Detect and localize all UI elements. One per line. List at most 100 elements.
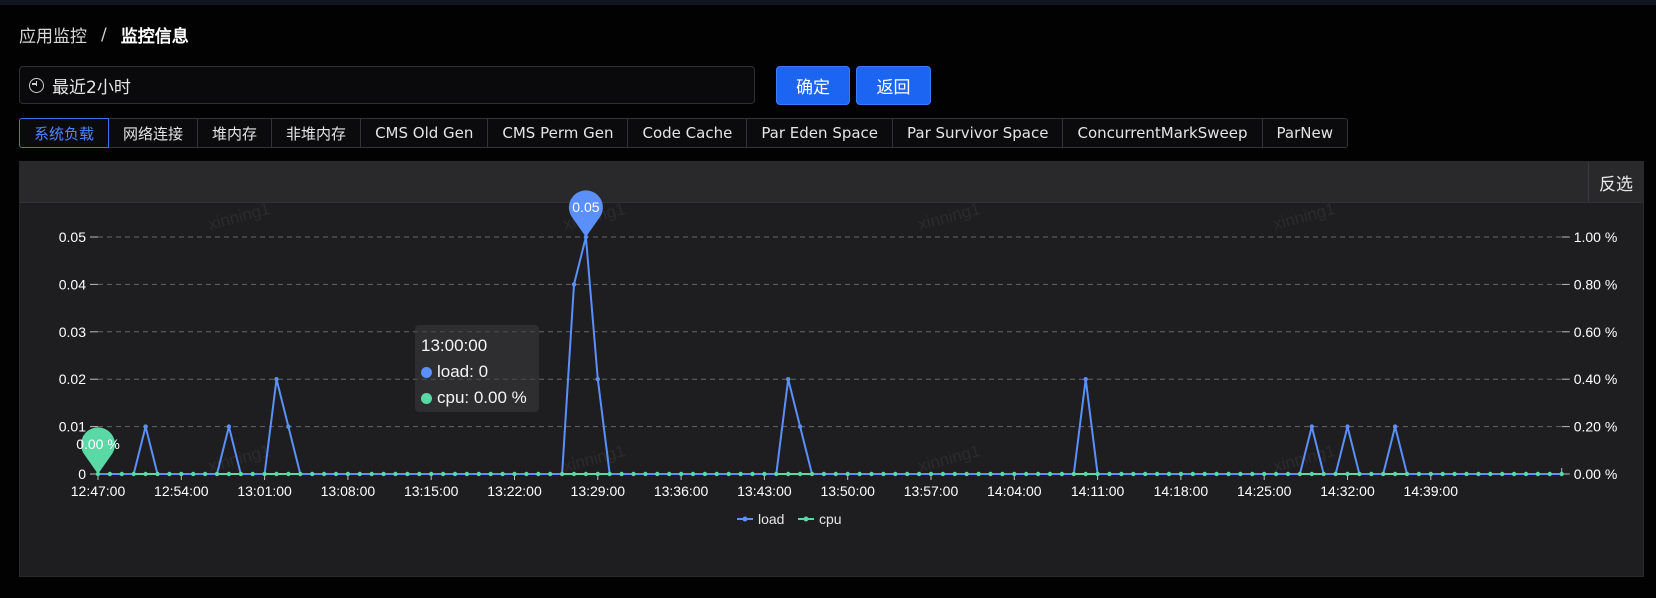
watermark-3: xinning1 bbox=[1271, 199, 1337, 234]
cpu-point bbox=[310, 471, 315, 477]
cpu-point bbox=[202, 471, 208, 477]
cpu-point bbox=[119, 471, 125, 477]
cpu-point bbox=[678, 471, 684, 477]
y-left-tick-label-4: 0.04 bbox=[59, 276, 86, 292]
tab-par-eden-space[interactable]: Par Eden Space bbox=[746, 118, 894, 148]
tab-code-cache[interactable]: Code Cache bbox=[627, 118, 748, 148]
top-bar bbox=[0, 0, 1656, 5]
cpu-point bbox=[405, 471, 410, 477]
cpu-point bbox=[750, 471, 755, 477]
cpu-max-marker-label: 0.00 % bbox=[76, 436, 120, 452]
y-right-tick-label-4: 0.80 % bbox=[1574, 276, 1618, 292]
tab-系统负载[interactable]: 系统负载 bbox=[19, 118, 110, 148]
cpu-point bbox=[869, 471, 874, 477]
tab-堆内存[interactable]: 堆内存 bbox=[197, 118, 273, 148]
cpu-point bbox=[1273, 471, 1279, 477]
cpu-point bbox=[690, 471, 696, 477]
cpu-point bbox=[1297, 471, 1303, 477]
cpu-point bbox=[536, 471, 541, 477]
cpu-point bbox=[1071, 471, 1077, 477]
cpu-point bbox=[452, 471, 458, 477]
cpu-point bbox=[1024, 471, 1029, 477]
tab-cms-old-gen[interactable]: CMS Old Gen bbox=[360, 118, 489, 148]
x-tick-label-1: 12:54:00 bbox=[154, 483, 209, 499]
tab-par-survivor-space[interactable]: Par Survivor Space bbox=[892, 118, 1064, 148]
load-point bbox=[286, 424, 291, 429]
invert-selection-button[interactable]: 反选 bbox=[1588, 162, 1643, 202]
cpu-point bbox=[321, 471, 327, 477]
load-point bbox=[786, 377, 791, 382]
x-tick-label-8: 13:43:00 bbox=[737, 483, 792, 499]
load-point bbox=[1392, 424, 1398, 429]
legend-load-dot[interactable] bbox=[742, 516, 748, 522]
tooltip-cpu: cpu: 0.00 % bbox=[437, 388, 527, 407]
load-point bbox=[1345, 424, 1350, 429]
tab-非堆内存[interactable]: 非堆内存 bbox=[271, 118, 362, 148]
legend-cpu-dot[interactable] bbox=[803, 516, 809, 522]
cpu-point bbox=[155, 471, 160, 477]
cpu-point bbox=[1154, 471, 1160, 477]
cpu-point bbox=[1166, 471, 1172, 477]
breadcrumb-parent[interactable]: 应用监控 bbox=[19, 27, 87, 47]
watermark-6: xinning1 bbox=[916, 441, 982, 476]
cpu-point bbox=[964, 471, 969, 477]
x-tick-label-12: 14:11:00 bbox=[1071, 483, 1125, 499]
tab-concurrentmarksweep[interactable]: ConcurrentMarkSweep bbox=[1062, 118, 1263, 148]
cpu-point bbox=[1535, 471, 1541, 477]
cpu-point bbox=[1214, 471, 1219, 477]
cpu-point bbox=[512, 471, 517, 477]
cpu-point bbox=[298, 471, 303, 477]
x-tick-label-2: 13:01:00 bbox=[237, 483, 292, 499]
legend-cpu-label[interactable]: cpu bbox=[819, 511, 842, 527]
cpu-point bbox=[393, 471, 398, 477]
y-left-tick-label-3: 0.03 bbox=[59, 324, 86, 340]
cpu-point bbox=[107, 471, 113, 477]
cpu-point bbox=[1488, 471, 1493, 477]
load-max-marker bbox=[568, 190, 603, 237]
cpu-point bbox=[250, 471, 255, 477]
load-dot-icon bbox=[421, 367, 432, 378]
load-max-marker-label: 0.05 bbox=[572, 199, 599, 215]
legend-load-label[interactable]: load bbox=[758, 511, 784, 527]
load-point bbox=[583, 234, 589, 240]
cpu-point bbox=[833, 471, 838, 477]
tooltip-cpu-row: cpu: 0.00 % bbox=[421, 385, 533, 411]
cpu-point bbox=[274, 471, 279, 477]
chart-tooltip: 13:00:00 load: 0 cpu: 0.00 % bbox=[415, 325, 539, 412]
cpu-point bbox=[1333, 471, 1338, 477]
cpu-point bbox=[143, 471, 148, 477]
cpu-point bbox=[333, 471, 339, 477]
y-right-tick-label-2: 0.40 % bbox=[1574, 371, 1618, 387]
time-range-picker[interactable]: 最近2小时 bbox=[19, 66, 755, 104]
cpu-point bbox=[940, 471, 946, 477]
load-point bbox=[226, 424, 232, 429]
back-button[interactable]: 返回 bbox=[856, 66, 931, 105]
cpu-point bbox=[1511, 471, 1517, 477]
cpu-point bbox=[440, 471, 446, 477]
x-tick-label-0: 12:47:00 bbox=[71, 483, 126, 499]
cpu-point bbox=[643, 471, 648, 477]
cpu-point bbox=[381, 471, 386, 477]
cpu-point bbox=[976, 471, 981, 477]
tab-cms-perm-gen[interactable]: CMS Perm Gen bbox=[487, 118, 629, 148]
cpu-point bbox=[1476, 471, 1481, 477]
cpu-point bbox=[1178, 471, 1184, 477]
cpu-point bbox=[714, 471, 719, 477]
watermark-5: xinning1 bbox=[561, 441, 627, 476]
tab-网络连接[interactable]: 网络连接 bbox=[108, 118, 199, 148]
y-right-tick-label-1: 0.20 % bbox=[1574, 419, 1618, 435]
confirm-button[interactable]: 确定 bbox=[776, 66, 850, 105]
load-point bbox=[143, 424, 148, 429]
cpu-point bbox=[1321, 471, 1326, 477]
cpu-point bbox=[905, 471, 910, 477]
chart[interactable]: xinning1 xinning1 xinning1 xinning1 xinning1… bbox=[20, 162, 1643, 576]
tab-parnew[interactable]: ParNew bbox=[1261, 118, 1348, 148]
cpu-point bbox=[417, 471, 422, 477]
cpu-point bbox=[786, 471, 791, 477]
cpu-point bbox=[667, 471, 672, 477]
y-right-tick-label-0: 0.00 % bbox=[1574, 466, 1618, 482]
load-point bbox=[797, 424, 803, 429]
cpu-point bbox=[952, 471, 957, 477]
cpu-point bbox=[286, 471, 291, 477]
watermark-0: xinning1 bbox=[206, 199, 272, 234]
